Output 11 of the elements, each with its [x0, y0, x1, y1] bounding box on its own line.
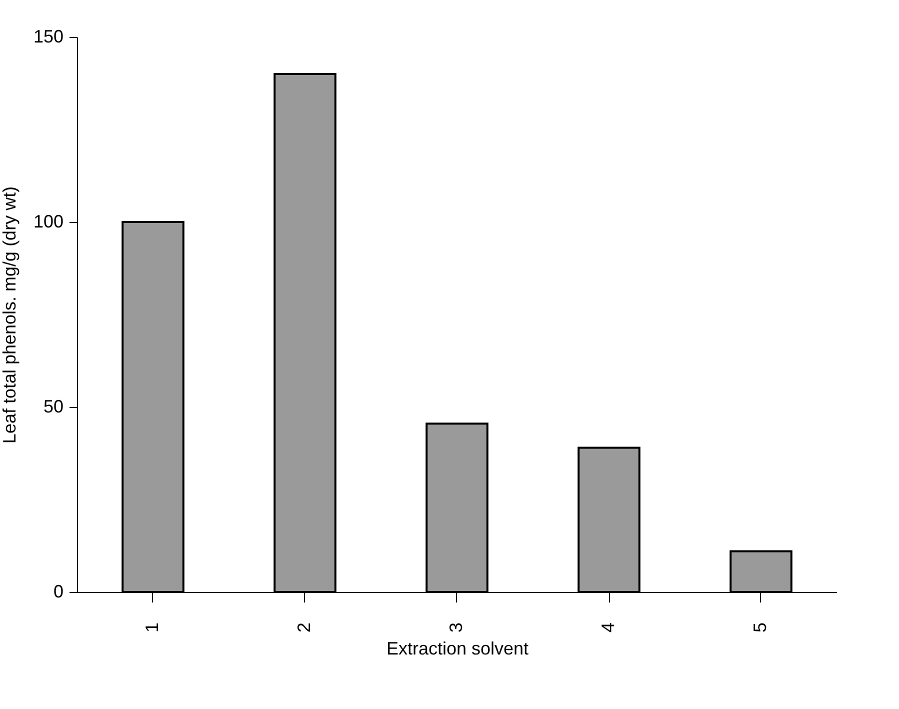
y-tick-label: 50 — [43, 396, 64, 416]
x-tick-label: 5 — [750, 622, 770, 633]
x-tick-label: 1 — [142, 622, 162, 633]
x-tick-label: 2 — [294, 622, 314, 633]
y-axis-title: Leaf total phenols. mg/g (dry wt) — [0, 186, 20, 444]
x-tick-label: 3 — [446, 622, 466, 633]
x-tick-label: 4 — [598, 622, 618, 633]
y-tick-label: 100 — [33, 212, 64, 232]
x-axis-title: Extraction solvent — [386, 638, 529, 659]
y-tick-label: 150 — [33, 26, 64, 46]
y-tick-label: 0 — [53, 582, 64, 602]
